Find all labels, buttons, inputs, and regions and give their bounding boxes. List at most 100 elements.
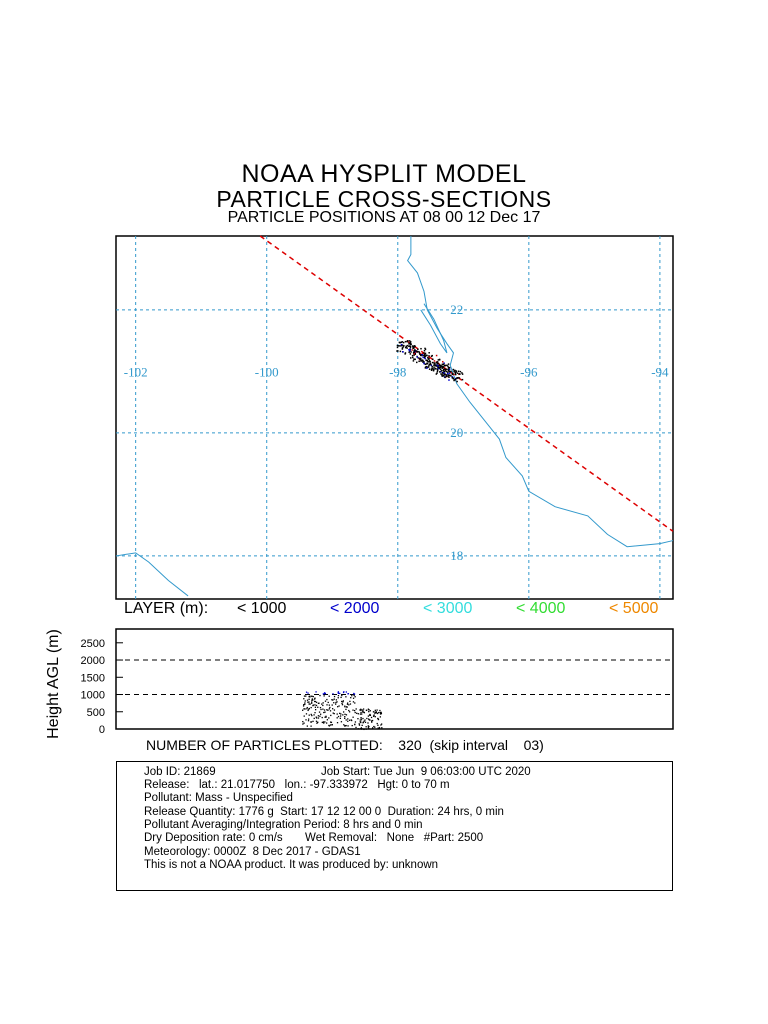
particle — [436, 364, 438, 366]
particle — [446, 364, 448, 367]
height-particle — [325, 716, 327, 718]
height-particle — [379, 711, 381, 714]
particle — [445, 375, 448, 378]
height-particle — [306, 725, 308, 727]
height-particle — [317, 721, 319, 723]
particle — [422, 356, 424, 359]
height-particle — [346, 706, 348, 708]
particle — [405, 345, 408, 348]
height-particle — [357, 718, 359, 720]
height-particle — [315, 701, 318, 703]
height-particle — [341, 700, 343, 703]
particle — [446, 373, 449, 375]
particle — [431, 365, 433, 368]
particle — [451, 376, 454, 378]
particle — [406, 340, 408, 343]
height-particle — [307, 709, 309, 712]
height-particle — [365, 709, 368, 712]
height-particle — [369, 714, 372, 716]
particle — [432, 369, 435, 372]
height-particle — [376, 709, 378, 711]
height-particle — [306, 706, 308, 709]
height-particle — [302, 705, 305, 707]
particle — [443, 368, 445, 370]
particle — [415, 361, 418, 364]
height-particle — [307, 701, 309, 703]
layer-legend-label: LAYER (m): — [124, 600, 209, 617]
particle — [441, 375, 444, 377]
lat-tick-label: 22 — [450, 302, 463, 317]
height-particle — [317, 717, 320, 719]
height-particle — [345, 696, 347, 698]
height-tick-label: 2000 — [81, 655, 105, 667]
particle — [447, 375, 450, 377]
height-particle — [377, 717, 379, 720]
particle — [424, 354, 426, 356]
particle — [414, 352, 416, 354]
particle — [410, 343, 412, 345]
particle — [399, 341, 401, 344]
particle — [406, 347, 408, 349]
height-particle — [373, 714, 375, 716]
height-particle — [324, 711, 326, 713]
particle — [443, 364, 446, 367]
height-particle — [308, 698, 310, 700]
height-particle — [342, 701, 344, 703]
height-particle — [308, 701, 310, 703]
particle — [413, 352, 415, 354]
height-particle — [311, 714, 313, 717]
particle — [446, 375, 448, 377]
particle — [423, 352, 425, 354]
height-particle — [335, 699, 338, 701]
particle — [420, 359, 422, 361]
height-particle — [308, 707, 311, 710]
height-particle — [354, 696, 356, 698]
particle — [424, 355, 427, 357]
height-particle — [323, 711, 325, 714]
height-particle — [310, 706, 312, 709]
height-particle — [304, 703, 306, 706]
height-particle — [357, 728, 360, 730]
height-particle — [342, 700, 345, 702]
height-particle — [367, 726, 370, 728]
height-particle — [305, 695, 307, 697]
height-particle — [310, 721, 313, 723]
particle — [454, 369, 456, 372]
particle — [401, 344, 404, 346]
height-particle — [349, 700, 351, 703]
particle — [424, 363, 427, 366]
particle — [444, 370, 446, 373]
height-tick-label: 1500 — [81, 672, 105, 684]
height-tick-label: 0 — [99, 724, 105, 736]
height-particle — [315, 691, 317, 693]
height-particle — [308, 714, 310, 716]
particle — [436, 370, 439, 373]
particle — [430, 363, 432, 366]
particle — [433, 364, 435, 366]
height-particle — [311, 695, 313, 698]
height-particle — [344, 725, 346, 727]
particle — [411, 354, 414, 357]
height-particle — [348, 709, 350, 712]
height-particles — [302, 691, 383, 731]
height-particle — [338, 705, 340, 707]
height-particle — [355, 726, 357, 729]
particle — [434, 364, 437, 367]
particle — [410, 351, 412, 353]
height-particle — [368, 714, 371, 716]
height-particle — [335, 701, 337, 704]
height-particle — [328, 717, 330, 719]
particle — [454, 372, 457, 375]
height-particle — [332, 693, 334, 695]
height-particle — [331, 704, 333, 706]
particle — [454, 378, 456, 381]
particle — [456, 377, 458, 379]
height-particle — [360, 719, 363, 721]
particle — [444, 364, 447, 367]
height-particle — [333, 712, 335, 715]
height-particle — [374, 709, 376, 711]
height-particle — [314, 698, 316, 700]
particle — [438, 364, 441, 366]
particle — [433, 362, 435, 364]
particle — [457, 370, 460, 373]
